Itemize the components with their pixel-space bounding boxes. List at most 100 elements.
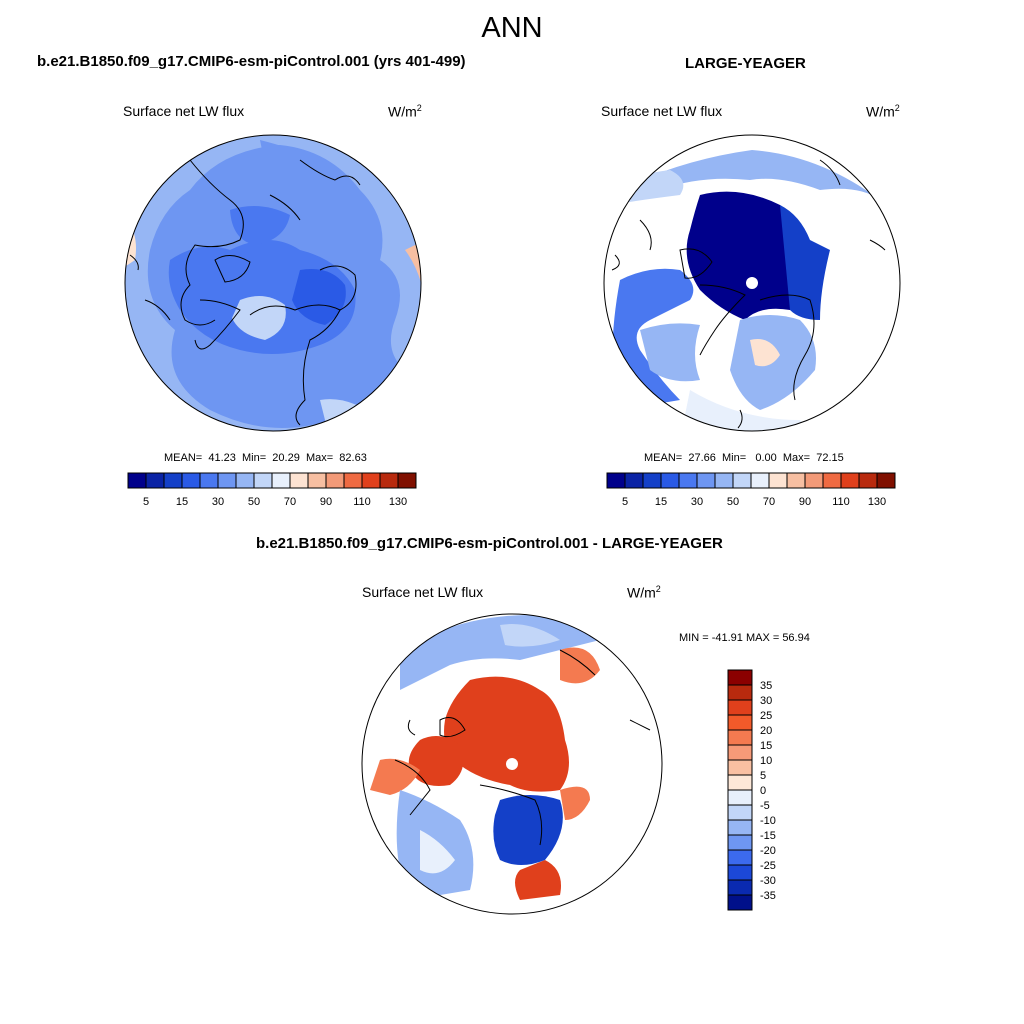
colorbar-3-box — [727, 834, 753, 851]
map2-coastlines — [611, 159, 886, 429]
colorbar-3-box — [727, 714, 753, 731]
map1-field — [125, 135, 421, 431]
colorbar-2-box — [624, 472, 644, 489]
colorbar-2-tick-label: 30 — [691, 496, 703, 508]
colorbar-2-box — [696, 472, 716, 489]
colorbar-2-box — [642, 472, 662, 489]
colorbar-1-tick-label: 130 — [389, 496, 407, 508]
panel2-stats: MEAN= 27.66 Min= 0.00 Max= 72.15 — [644, 452, 844, 464]
colorbar-1-box — [361, 472, 381, 489]
colorbar-2-box — [876, 472, 896, 489]
figure-title: ANN — [481, 12, 543, 44]
panel1-units: W/m2 — [388, 103, 422, 120]
panel3-title: b.e21.B1850.f09_g17.CMIP6-esm-piControl.… — [256, 535, 723, 552]
map3-boundary — [361, 613, 663, 915]
colorbar-3-tick-label: 0 — [760, 785, 766, 797]
colorbar-2-box — [786, 472, 806, 489]
panel3-units: W/m2 — [627, 584, 661, 601]
colorbar-3-tick-label: -10 — [760, 815, 776, 827]
colorbar-3-box — [727, 804, 753, 821]
colorbar-2-box — [768, 472, 788, 489]
colorbar-3-box — [727, 894, 753, 911]
colorbar-3-tick-label: -20 — [760, 845, 776, 857]
colorbar-1-box — [325, 472, 345, 489]
colorbar-2-box — [858, 472, 878, 489]
colorbar-3-tick-label: -5 — [760, 800, 770, 812]
panel1-variable: Surface net LW flux — [123, 103, 245, 119]
map3-coastlines — [394, 649, 651, 846]
colorbar-2-tick-label: 90 — [799, 496, 811, 508]
panel1-title: b.e21.B1850.f09_g17.CMIP6-esm-piControl.… — [37, 53, 466, 70]
colorbar-3-box — [727, 819, 753, 836]
map3-field — [362, 614, 662, 914]
colorbar-3-box — [727, 684, 753, 701]
colorbar-3-box — [727, 759, 753, 776]
colorbar-1-box — [199, 472, 219, 489]
colorbar-2-tick-label: 15 — [655, 496, 667, 508]
colorbar-1-box — [217, 472, 237, 489]
colorbar-2: 5 15 30 50 70 90 110 130 — [606, 472, 896, 508]
colorbar-3-box — [727, 864, 753, 881]
colorbar-3-tick-label: -15 — [760, 830, 776, 842]
colorbar-1-box — [127, 472, 147, 489]
colorbar-2-box — [732, 472, 752, 489]
colorbar-1-tick-label: 15 — [176, 496, 188, 508]
colorbar-1-tick-label: 90 — [320, 496, 332, 508]
colorbar-1-tick-label: 5 — [143, 496, 149, 508]
colorbar-3-box — [727, 699, 753, 716]
map2-boundary — [603, 134, 901, 432]
panel2-title: LARGE-YEAGER — [685, 55, 806, 72]
colorbar-1-box — [145, 472, 165, 489]
colorbar-1-box — [163, 472, 183, 489]
colorbar-3-tick-label: 15 — [760, 740, 772, 752]
colorbar-3-box — [727, 789, 753, 806]
colorbar-1-tick-label: 70 — [284, 496, 296, 508]
colorbar-1: 5 15 30 50 70 90 110 130 — [127, 472, 417, 508]
colorbar-3-tick-label: 25 — [760, 710, 772, 722]
colorbar-1-box — [253, 472, 273, 489]
colorbar-1-box — [397, 472, 417, 489]
colorbar-1-box — [379, 472, 399, 489]
colorbar-1-box — [271, 472, 291, 489]
panel3-stats: MIN = -41.91 MAX = 56.94 — [679, 632, 810, 644]
colorbar-1-tick-label: 110 — [353, 496, 371, 508]
colorbar-2-tick-label: 70 — [763, 496, 775, 508]
colorbar-3: 35 30 25 20 15 10 5 0 -5 -10 -15 -20 -25 -30 -35 — [727, 669, 776, 911]
colorbar-3-box — [727, 879, 753, 896]
colorbar-3-tick-label: -25 — [760, 860, 776, 872]
colorbar-3-tick-label: -35 — [760, 890, 776, 902]
panel3-variable: Surface net LW flux — [362, 584, 484, 600]
colorbar-3-box — [727, 729, 753, 746]
colorbar-1-box — [307, 472, 327, 489]
colorbar-2-box — [750, 472, 770, 489]
colorbar-3-tick-label: -30 — [760, 875, 776, 887]
colorbar-2-box — [822, 472, 842, 489]
colorbar-3-box — [727, 774, 753, 791]
colorbar-3-box — [727, 669, 753, 686]
colorbar-2-box — [678, 472, 698, 489]
colorbar-3-tick-label: 30 — [760, 695, 772, 707]
panel1-stats: MEAN= 41.23 Min= 20.29 Max= 82.63 — [164, 452, 367, 464]
panel2-units: W/m2 — [866, 103, 900, 120]
colorbar-2-box — [660, 472, 680, 489]
colorbar-1-tick-label: 30 — [212, 496, 224, 508]
colorbar-1-box — [235, 472, 255, 489]
colorbar-1-box — [289, 472, 309, 489]
panel2-variable: Surface net LW flux — [601, 103, 723, 119]
colorbar-2-box — [804, 472, 824, 489]
colorbar-2-box — [606, 472, 626, 489]
colorbar-3-tick-label: 20 — [760, 725, 772, 737]
map1-boundary — [124, 134, 422, 432]
colorbar-3-tick-label: 5 — [760, 770, 766, 782]
colorbar-2-tick-label: 110 — [832, 496, 850, 508]
colorbar-3-tick-label: 10 — [760, 755, 772, 767]
colorbar-2-box — [714, 472, 734, 489]
colorbar-1-box — [181, 472, 201, 489]
colorbar-2-box — [840, 472, 860, 489]
map2-field — [604, 135, 900, 431]
colorbar-3-box — [727, 744, 753, 761]
colorbar-1-box — [343, 472, 363, 489]
colorbar-2-tick-label: 130 — [868, 496, 886, 508]
colorbar-2-tick-label: 50 — [727, 496, 739, 508]
